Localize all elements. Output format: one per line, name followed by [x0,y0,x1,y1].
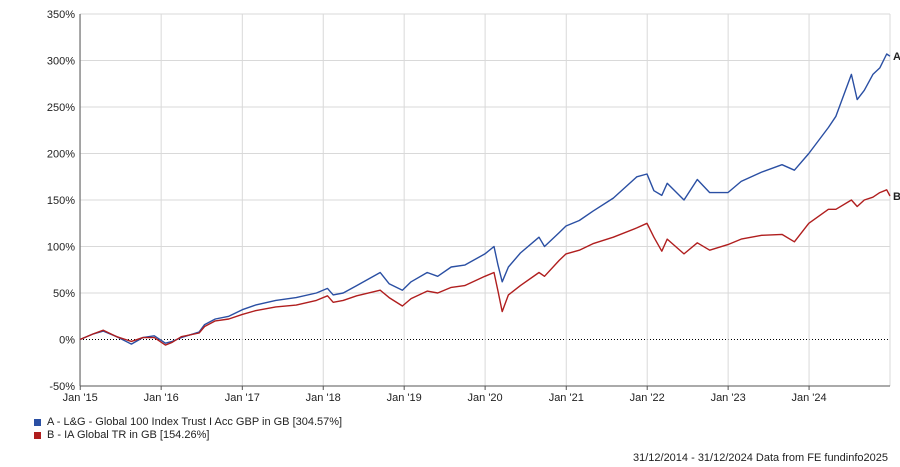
data-source-footer: 31/12/2014 - 31/12/2024 Data from FE fun… [632,452,888,464]
legend-swatch-b [34,432,41,439]
x-tick-label: Jan '16 [144,392,179,404]
legend-label-a: A - L&G - Global 100 Index Trust I Acc G… [47,416,343,428]
y-tick-label: 150% [47,195,75,207]
series-line-b [79,189,891,346]
y-tick-label: 300% [47,56,75,68]
series-end-marker-a: A [893,51,900,63]
x-tick-label: Jan '19 [387,392,422,404]
legend-swatch-a [34,419,41,426]
legend-item-a: A - L&G - Global 100 Index Trust I Acc G… [34,416,342,429]
x-tick-label: Jan '23 [711,392,746,404]
y-tick-label: 250% [47,102,75,114]
x-tick-label: Jan '17 [225,392,260,404]
series-end-marker-b: B [893,191,900,203]
x-tick-label: Jan '18 [306,392,341,404]
x-tick-label: Jan '15 [63,392,98,404]
y-tick-label: 0% [59,335,75,347]
y-tick-label: 100% [47,242,75,254]
legend: A - L&G - Global 100 Index Trust I Acc G… [34,416,342,442]
y-tick-label: 50% [53,288,75,300]
x-tick-label: Jan '22 [630,392,665,404]
y-tick-label: -50% [49,381,75,393]
legend-item-b: B - IA Global TR in GB [154.26%] [34,429,342,442]
label-layer: 350% 300% 250% 200% 150% 100% 50% 0% -50%Jan '15… [47,9,900,404]
axis-layer [79,14,890,390]
x-tick-label: Jan '20 [468,392,503,404]
grid-layer [79,13,891,387]
x-tick-label: Jan '24 [791,392,826,404]
performance-chart: 350% 300% 250% 200% 150% 100% 50% 0% -50%Jan '15… [47,9,900,404]
y-tick-label: 350% [47,9,75,21]
legend-label-b: B - IA Global TR in GB [154.26%] [47,429,210,441]
x-tick-label: Jan '21 [549,392,584,404]
y-tick-label: 200% [47,149,75,161]
series-line-a [79,53,891,345]
series-layer [79,53,891,346]
